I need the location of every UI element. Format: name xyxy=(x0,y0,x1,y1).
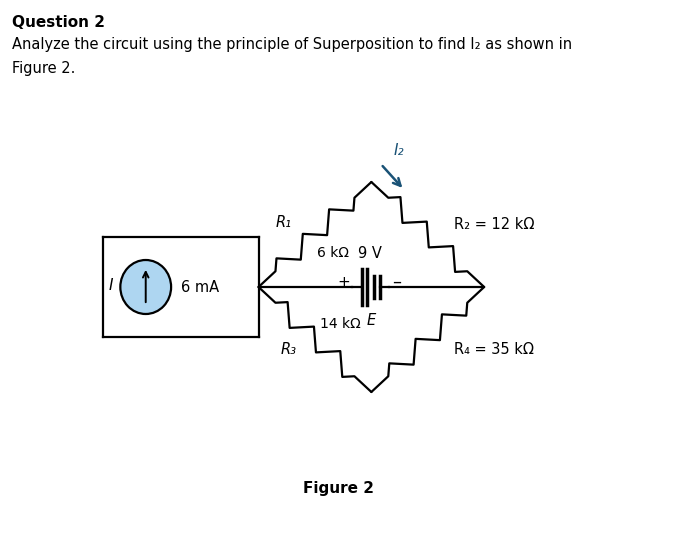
Text: +: + xyxy=(337,275,350,290)
Text: R₂ = 12 kΩ: R₂ = 12 kΩ xyxy=(454,217,535,232)
Text: –: – xyxy=(392,273,401,291)
Text: Question 2: Question 2 xyxy=(12,15,105,30)
Text: Figure 2.: Figure 2. xyxy=(12,61,76,76)
Text: R₄ = 35 kΩ: R₄ = 35 kΩ xyxy=(454,342,534,357)
Text: 9 V: 9 V xyxy=(359,246,382,261)
Text: I: I xyxy=(109,277,113,292)
Circle shape xyxy=(120,260,171,314)
Text: R₁: R₁ xyxy=(275,215,292,230)
Text: I₂: I₂ xyxy=(394,143,404,158)
Text: Figure 2: Figure 2 xyxy=(303,481,374,496)
Text: 6 mA: 6 mA xyxy=(180,280,219,295)
Text: E: E xyxy=(367,313,376,328)
Text: 14 kΩ: 14 kΩ xyxy=(320,316,361,330)
Text: R₃: R₃ xyxy=(280,342,296,357)
Text: 6 kΩ: 6 kΩ xyxy=(317,246,349,260)
Text: Analyze the circuit using the principle of Superposition to find I₂ as shown in: Analyze the circuit using the principle … xyxy=(12,37,572,52)
